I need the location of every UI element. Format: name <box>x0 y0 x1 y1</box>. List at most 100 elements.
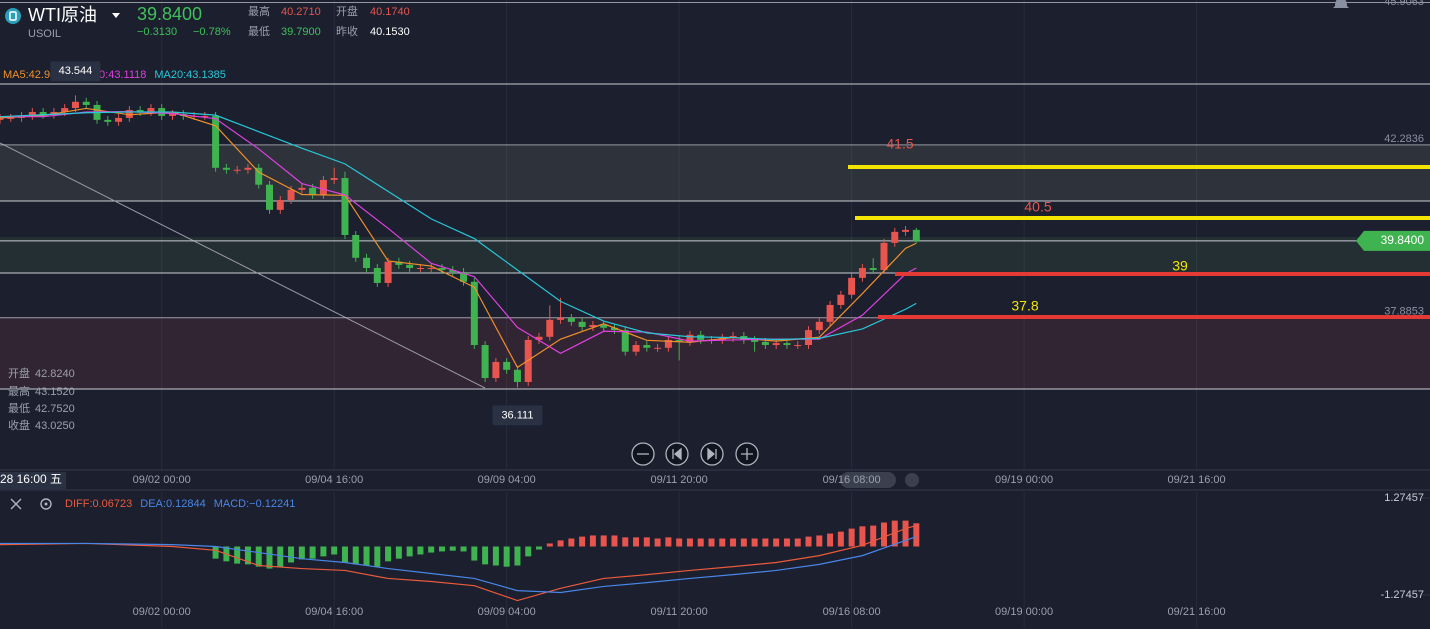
symbol-code: USOIL <box>28 28 61 40</box>
macd-bar <box>805 536 812 547</box>
candle-body <box>470 281 478 346</box>
y-tick-label: 42.2836 <box>1384 133 1424 145</box>
x-tick-label: 09/02 00:00 <box>133 474 191 486</box>
candle-body <box>115 117 123 122</box>
price-tag <box>1356 230 1430 251</box>
candle-body <box>912 229 920 241</box>
macd-bar <box>492 546 499 566</box>
extreme-label: 43.544 <box>59 65 93 77</box>
settings-icon[interactable] <box>40 498 52 510</box>
x-tick-label: 09/02 00:00 <box>133 606 191 618</box>
candle-body <box>406 264 414 269</box>
x-tick-label: 09/16 08:00 <box>823 474 881 486</box>
candle-body <box>7 117 15 119</box>
ohlc-label: 最高 <box>8 384 30 398</box>
candle-body <box>276 200 284 210</box>
macd-bar <box>406 546 413 557</box>
ohlc-value: 43.0250 <box>35 420 75 432</box>
macd-bar <box>460 546 467 552</box>
macd-bar <box>708 538 715 547</box>
settings-icon <box>44 502 48 506</box>
macd-bar <box>622 537 629 547</box>
macd-bar <box>880 522 887 547</box>
macd-bar <box>514 546 521 566</box>
candle-body <box>567 317 575 322</box>
cursor-box <box>0 472 66 489</box>
symbol-icon <box>9 11 17 21</box>
macd-bar <box>234 546 241 564</box>
candle-body <box>363 257 371 269</box>
candle-body <box>82 101 90 105</box>
dropdown[interactable] <box>112 13 120 18</box>
macd-bar <box>395 546 402 559</box>
cursor-label: 28 16:00 五 <box>0 472 62 486</box>
scroll-indicator[interactable] <box>905 473 919 487</box>
macd-bar <box>482 546 489 565</box>
macd-bar <box>773 538 780 547</box>
ohlc-label: 收盘 <box>8 418 30 432</box>
level-label: 40.5 <box>1024 199 1051 215</box>
macd-bar <box>676 538 683 547</box>
ohlc-value: 43.1520 <box>35 386 75 398</box>
candle-body <box>535 336 543 340</box>
stat-value: 40.2710 <box>281 6 321 18</box>
macd-bar <box>740 538 747 547</box>
macd-bar <box>762 538 769 547</box>
x-tick-label: 09/19 00:00 <box>995 606 1053 618</box>
ohlc-value: 42.7520 <box>35 403 75 415</box>
macd-bar <box>471 546 478 561</box>
candle-body <box>427 268 435 270</box>
candle-body <box>222 167 230 170</box>
candle-body <box>147 108 155 112</box>
macd-bar <box>277 546 284 567</box>
stat-label: 昨收 <box>336 24 358 38</box>
legend-entry: MACD:−0.12241 <box>214 498 296 510</box>
macd-bar <box>438 546 445 552</box>
candle-body <box>643 345 651 348</box>
candle-body <box>794 345 802 347</box>
legend-entry: DIFF:0.06723 <box>65 498 132 510</box>
alert-icon[interactable] <box>1333 0 1349 8</box>
symbol-icon <box>5 8 21 24</box>
macd-bar <box>859 526 866 547</box>
macd-bar <box>212 546 219 559</box>
symbol-name[interactable]: WTI原油 <box>28 5 97 25</box>
candle-body <box>352 235 360 258</box>
stat-label: 最高 <box>248 4 270 18</box>
candle-body <box>632 345 640 352</box>
candle-body <box>61 108 69 112</box>
candle-body <box>858 268 866 278</box>
candle-body <box>891 231 899 243</box>
candle-body <box>826 304 834 322</box>
candle-body <box>0 117 4 120</box>
x-tick-label: 09/09 04:00 <box>478 474 536 486</box>
ohlc-value: 42.8240 <box>35 368 75 380</box>
macd-bar <box>309 546 316 559</box>
candle-body <box>125 110 133 118</box>
y-tick-label: 37.8853 <box>1384 306 1424 318</box>
macd-bar <box>902 520 909 547</box>
candle-body <box>438 268 446 270</box>
macd-bar <box>816 535 823 547</box>
price-tag-label: 39.8400 <box>1381 233 1425 247</box>
close-icon[interactable] <box>10 498 22 510</box>
macd-bar <box>374 546 381 567</box>
candle-body <box>869 268 877 270</box>
candle-body <box>395 261 403 265</box>
level-label: 37.8 <box>1011 298 1038 314</box>
macd-bar <box>255 546 262 567</box>
scroll-indicator[interactable] <box>840 472 896 488</box>
candle-body <box>686 334 694 342</box>
x-tick-label: 09/04 16:00 <box>305 474 363 486</box>
icon <box>672 447 682 461</box>
candle-body <box>319 179 327 195</box>
macd-bar <box>891 520 898 547</box>
candle-body <box>460 271 468 282</box>
candle-body <box>600 324 608 328</box>
x-tick-label: 09/21 16:00 <box>1168 606 1226 618</box>
macd-bar <box>244 546 251 565</box>
